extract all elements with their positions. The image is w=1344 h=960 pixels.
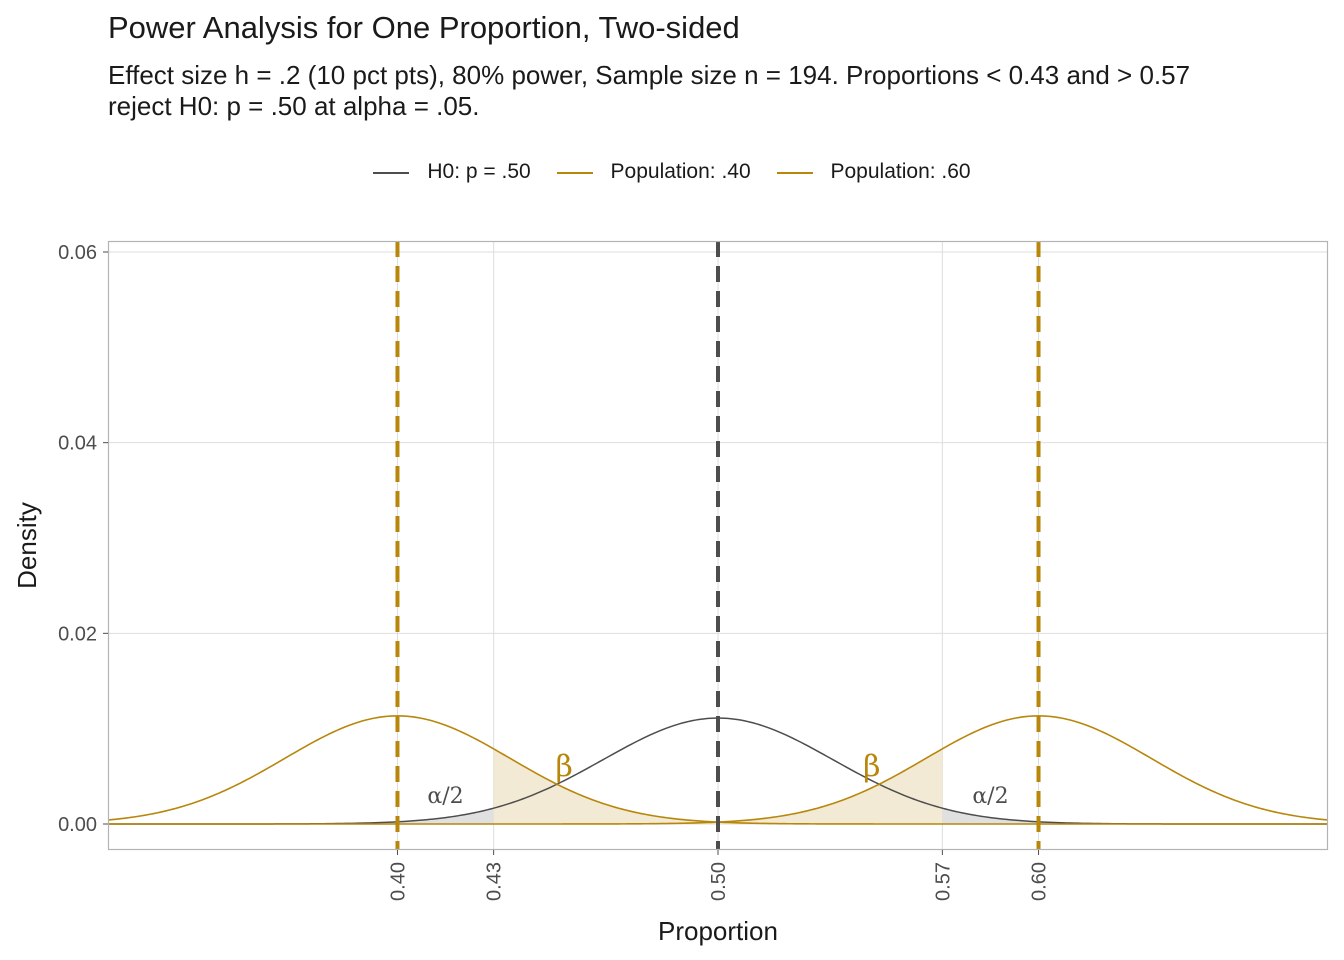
alpha-label-2: α/2 [427, 784, 463, 809]
legend-key-pop40 [556, 171, 593, 174]
y-tick-label-2: 0.04 [58, 433, 97, 455]
legend-item-pop40: Population: .40 [556, 160, 751, 184]
x-tick-label-0: 0.40 [387, 862, 409, 901]
legend-label-h0: H0: p = .50 [427, 160, 531, 184]
x-tick-label-3: 0.57 [932, 862, 954, 901]
subtitle-line-1: Effect size h = .2 (10 pct pts), 80% pow… [108, 60, 1191, 90]
beta-label-1: β [863, 749, 880, 784]
panel-border [107, 240, 1329, 851]
subtitle-line-2: reject H0: p = .50 at alpha = .05. [108, 91, 480, 121]
legend-item-h0: H0: p = .50 [373, 160, 531, 184]
y-axis-title: Density [12, 502, 42, 589]
legend: H0: p = .50 Population: .40 Population: … [0, 160, 1344, 184]
legend-label-pop40: Population: .40 [610, 160, 751, 184]
x-tick-label-1: 0.43 [484, 862, 506, 901]
x-tick-label-2: 0.50 [708, 862, 730, 901]
chart-title: Power Analysis for One Proportion, Two-s… [108, 10, 740, 45]
legend-item-pop60: Population: .60 [776, 160, 971, 184]
y-tick-label-0: 0.00 [58, 814, 97, 836]
x-axis-title: Proportion [658, 916, 778, 946]
legend-key-pop60 [776, 171, 813, 174]
alpha-label-3: α/2 [972, 784, 1008, 809]
y-tick-label-1: 0.02 [58, 623, 97, 645]
y-tick-label-3: 0.06 [58, 242, 97, 264]
legend-label-pop60: Population: .60 [830, 160, 971, 184]
beta-label-0: β [555, 749, 572, 784]
x-tick-label-4: 0.60 [1029, 862, 1051, 901]
alpha-area-left [109, 808, 494, 824]
alpha-area-right [942, 808, 1327, 824]
chart-subtitle: Effect size h = .2 (10 pct pts), 80% pow… [108, 60, 1338, 122]
legend-key-h0 [373, 171, 410, 174]
